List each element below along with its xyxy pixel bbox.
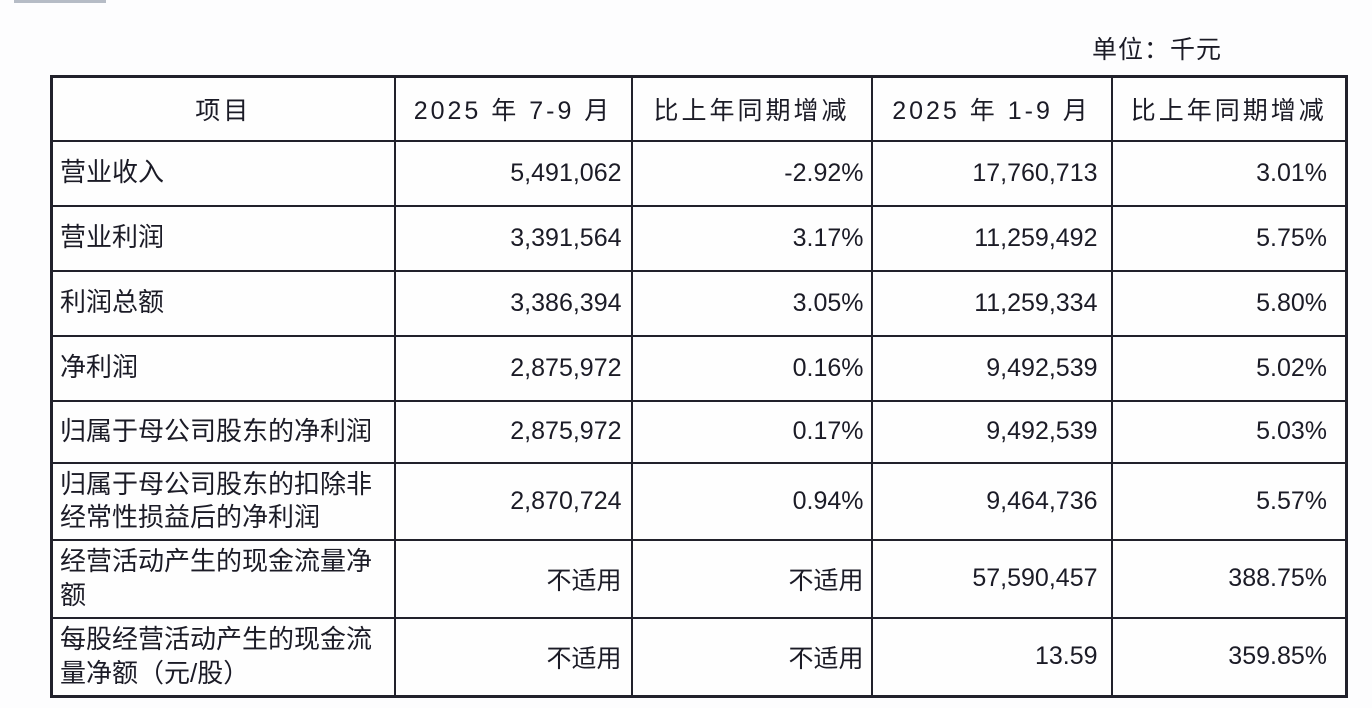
value-cur-period: 不适用 <box>393 539 633 619</box>
table-row: 利润总额 3,386,394 3.05% 11,259,334 5.80% <box>50 269 1348 337</box>
table-row: 归属于母公司股东的净利润 2,875,972 0.17% 9,492,539 5… <box>50 399 1348 464</box>
value-cur-change: 3.05% <box>630 269 873 337</box>
value-cur-period: 3,386,394 <box>393 269 633 337</box>
value-ytd-change: 359.85% <box>1110 616 1348 698</box>
financial-summary-table: 项目 2025 年 7-9 月 比上年同期增减 2025 年 1-9 月 比上年… <box>50 75 1348 699</box>
value-ytd-change: 388.75% <box>1110 539 1348 619</box>
table-header-row: 项目 2025 年 7-9 月 比上年同期增减 2025 年 1-9 月 比上年… <box>50 75 1348 142</box>
value-ytd-change: 5.03% <box>1110 399 1348 464</box>
table-row: 归属于母公司股东的扣除非经常性损益后的净利润 2,870,724 0.94% 9… <box>50 461 1348 542</box>
value-cur-change: 0.16% <box>630 334 873 402</box>
table-row: 每股经营活动产生的现金流量净额（元/股） 不适用 不适用 13.59 359.8… <box>50 616 1348 698</box>
value-cur-change: 不适用 <box>630 539 873 619</box>
value-cur-period: 5,491,062 <box>393 139 633 207</box>
value-cur-period: 2,870,724 <box>393 461 633 542</box>
value-cur-period: 不适用 <box>393 616 633 698</box>
value-ytd: 13.59 <box>870 616 1113 698</box>
value-ytd: 9,492,539 <box>870 334 1113 402</box>
value-ytd-change: 3.01% <box>1110 139 1348 207</box>
value-ytd: 9,492,539 <box>870 399 1113 464</box>
value-ytd: 11,259,492 <box>870 204 1113 272</box>
top-edge-artifact <box>14 0 106 3</box>
value-cur-change: 不适用 <box>630 616 873 698</box>
value-ytd-change: 5.02% <box>1110 334 1348 402</box>
value-cur-change: 3.17% <box>630 204 873 272</box>
value-cur-period: 3,391,564 <box>393 204 633 272</box>
value-ytd: 11,259,334 <box>870 269 1113 337</box>
value-cur-period: 2,875,972 <box>393 399 633 464</box>
item-label: 利润总额 <box>50 269 396 337</box>
value-cur-change: -2.92% <box>630 139 873 207</box>
item-label: 每股经营活动产生的现金流量净额（元/股） <box>50 616 396 698</box>
value-ytd: 57,590,457 <box>870 539 1113 619</box>
item-label: 营业收入 <box>50 139 396 207</box>
table-row: 营业利润 3,391,564 3.17% 11,259,492 5.75% <box>50 204 1348 272</box>
item-label: 归属于母公司股东的净利润 <box>50 399 396 464</box>
table-row: 净利润 2,875,972 0.16% 9,492,539 5.02% <box>50 334 1348 402</box>
value-ytd-change: 5.57% <box>1110 461 1348 542</box>
value-cur-change: 0.17% <box>630 399 873 464</box>
item-label: 营业利润 <box>50 204 396 272</box>
item-label: 经营活动产生的现金流量净额 <box>50 539 396 619</box>
item-label: 归属于母公司股东的扣除非经常性损益后的净利润 <box>50 461 396 542</box>
value-cur-change: 0.94% <box>630 461 873 542</box>
value-ytd-change: 5.75% <box>1110 204 1348 272</box>
table-row: 营业收入 5,491,062 -2.92% 17,760,713 3.01% <box>50 139 1348 207</box>
value-ytd: 9,464,736 <box>870 461 1113 542</box>
value-cur-period: 2,875,972 <box>393 334 633 402</box>
column-header-q3-change: 比上年同期增减 <box>630 75 873 142</box>
unit-label: 单位：千元 <box>1091 36 1222 64</box>
value-ytd: 17,760,713 <box>870 139 1113 207</box>
column-header-item: 项目 <box>50 75 396 142</box>
column-header-q3-2025: 2025 年 7-9 月 <box>393 75 633 142</box>
value-ytd-change: 5.80% <box>1110 269 1348 337</box>
table-row: 经营活动产生的现金流量净额 不适用 不适用 57,590,457 388.75% <box>50 539 1348 619</box>
column-header-ytd-change: 比上年同期增减 <box>1110 75 1348 142</box>
item-label: 净利润 <box>50 334 396 402</box>
column-header-ytd-2025: 2025 年 1-9 月 <box>870 75 1113 142</box>
